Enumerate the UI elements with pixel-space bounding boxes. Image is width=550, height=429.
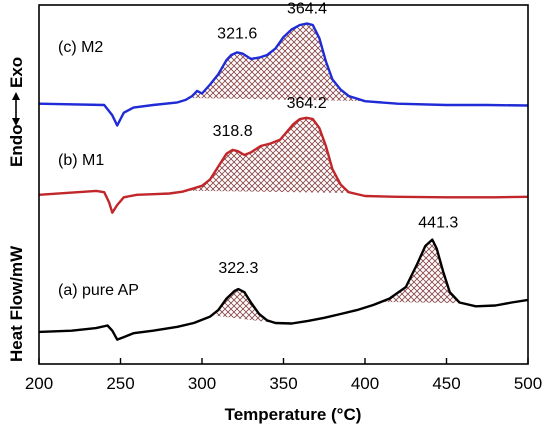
y-axis-heat-flow-label: Heat Flow/mW [7, 245, 26, 362]
x-tick-label: 200 [25, 374, 53, 393]
peak-label: 364.4 [287, 0, 327, 17]
series-line [38, 116, 529, 214]
x-tick-label: 500 [514, 374, 542, 393]
peak-label: 318.8 [213, 123, 253, 140]
series-line [38, 22, 529, 127]
plot-area: (c) M2 321.6 364.4 (b) M1 318.8 364.2 (a) pure… [38, 0, 529, 341]
x-tick-label: 350 [269, 374, 297, 393]
y-axis-exo-label: Exo [7, 57, 26, 88]
x-axis: 200 250 300 350 400 450 500 [25, 358, 542, 393]
series-group: (a) pure AP 322.3 441.3 [38, 215, 529, 341]
endo-exo-arrow-icon [12, 92, 20, 126]
peak-hatched-area [381, 239, 463, 304]
x-tick-label: 400 [351, 374, 379, 393]
series-label: (a) pure AP [58, 282, 139, 299]
x-axis-title: Temperature (°C) [225, 405, 362, 424]
peak-label: 441.3 [418, 215, 458, 232]
y-axis-endo-label: Endo [7, 125, 26, 168]
x-tick-label: 250 [106, 374, 134, 393]
series-label: (b) M1 [58, 152, 104, 169]
peak-label: 322.3 [218, 260, 258, 277]
peak-hatched-area [185, 117, 352, 193]
peak-label: 364.2 [287, 95, 327, 112]
series-label: (c) M2 [58, 39, 103, 56]
x-tick-label: 450 [432, 374, 460, 393]
series-group: (c) M2 321.6 364.4 [38, 0, 529, 127]
series-group: (b) M1 318.8 364.2 [38, 95, 529, 214]
series-line [38, 238, 529, 341]
peak-label: 321.6 [217, 25, 257, 42]
peak-hatched-area [188, 23, 365, 102]
y-axis-title: Heat Flow/mW Endo Exo [7, 57, 26, 362]
x-tick-label: 300 [188, 374, 216, 393]
